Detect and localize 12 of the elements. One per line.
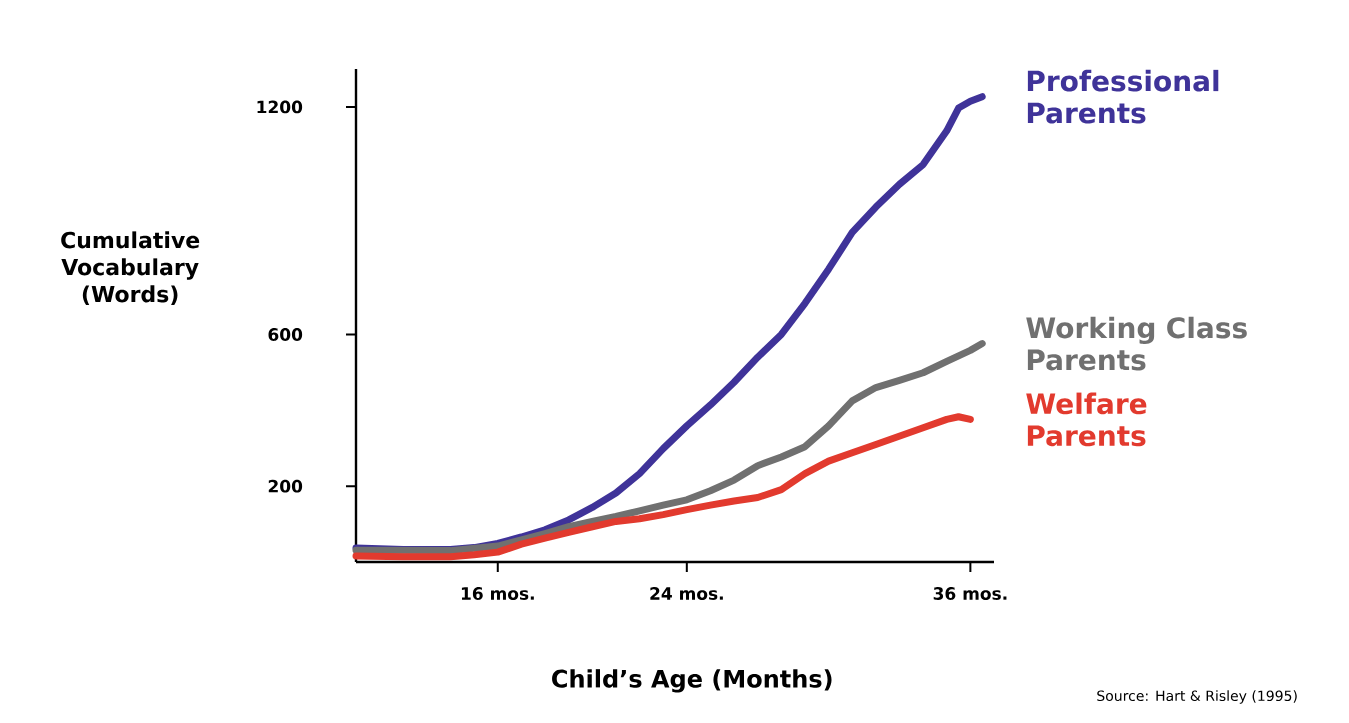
series-label: Welfare Parents [1026, 392, 1147, 447]
y-tick-label: 1200 [257, 100, 303, 114]
x-tick-label: 36 mos. [933, 587, 1007, 600]
series-label: Working Class Parents [1026, 316, 1247, 371]
x-tick-label: 16 mos. [461, 587, 534, 600]
x-axis-title: Child’s Age (Months) [552, 669, 832, 693]
y-axis-title: Cumulative Vocabulary (Words) [61, 231, 200, 305]
x-tick-label: 24 mos. [650, 587, 723, 600]
source-note: Source: Hart & Risley (1995) [1097, 690, 1297, 704]
y-tick-label: 600 [268, 328, 303, 341]
series-label: Professional Parents [1027, 69, 1219, 124]
y-tick-label: 200 [268, 479, 303, 493]
